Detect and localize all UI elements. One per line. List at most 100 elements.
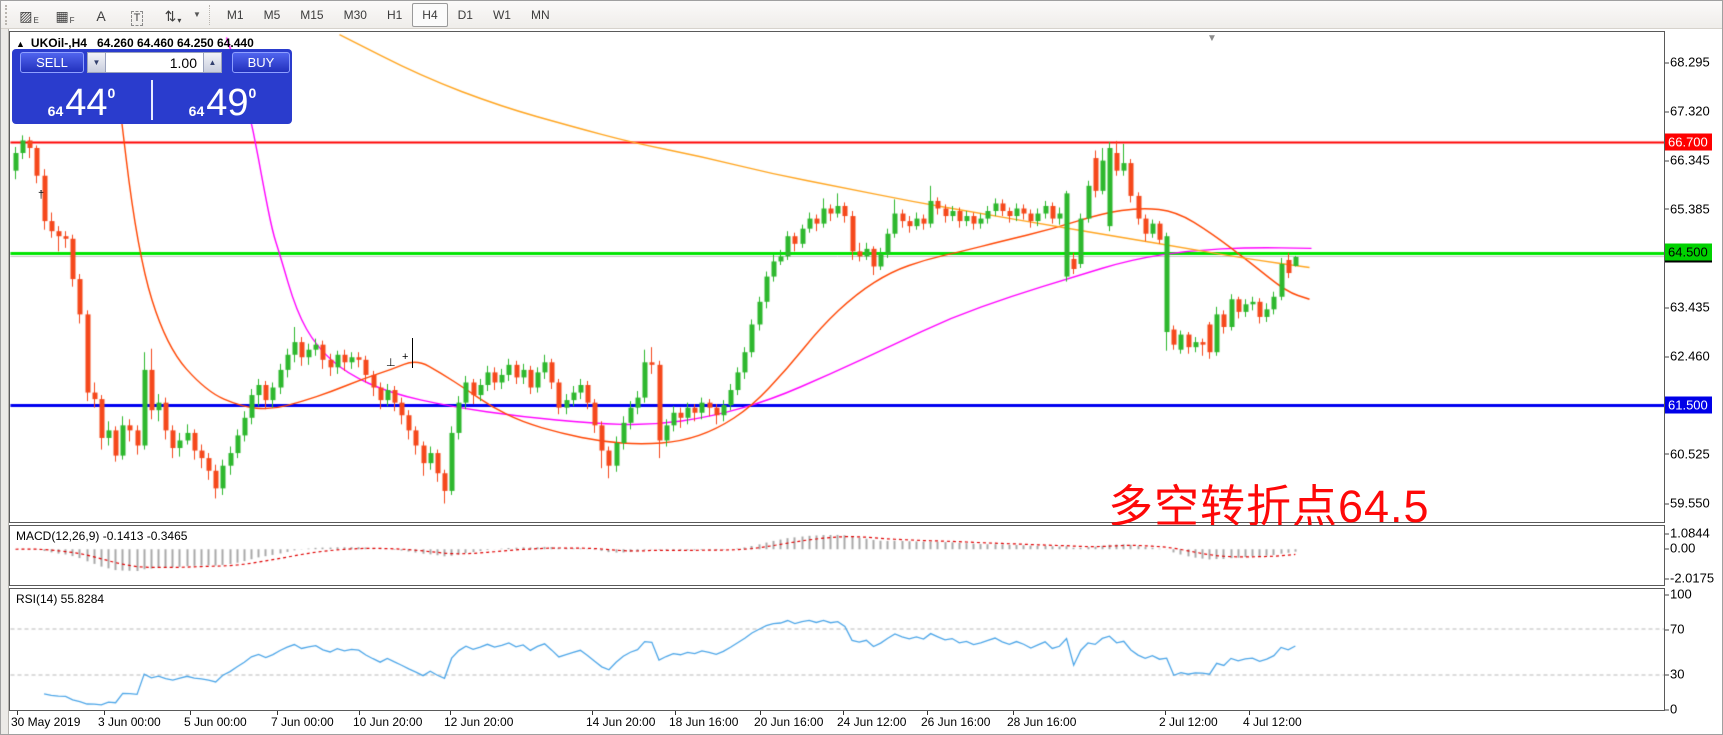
time-tick — [1013, 711, 1014, 715]
volume-field[interactable]: 1.00 — [106, 52, 203, 73]
left-dock-strip — [1, 29, 9, 734]
indicator-tick-label: 100 — [1665, 586, 1692, 602]
chart-object-marker: + — [402, 351, 409, 363]
price-divider — [151, 80, 153, 120]
ohlc-values: 64.260 64.460 64.250 64.440 — [96, 36, 254, 50]
time-tick — [17, 711, 18, 715]
toolbar-grip[interactable] — [5, 4, 11, 25]
price-tick-label: 68.295 — [1665, 54, 1710, 70]
chart-shift-marker[interactable]: ▼ — [1207, 33, 1217, 44]
indicator-tick-label: 30 — [1664, 666, 1685, 682]
time-tick-label: 30 May 2019 — [11, 715, 81, 729]
time-tick — [760, 711, 761, 715]
buy-price-sup: 0 — [248, 85, 257, 101]
time-tick — [359, 711, 360, 715]
chart-object-marker: ⊥ — [386, 357, 396, 369]
macd-pane: MACD(12,26,9) -0.1413 -0.3465 — [9, 525, 1665, 586]
one-click-trading-panel: SELL ▼ 1.00 ▲ BUY 64 44 0 64 49 0 — [12, 49, 292, 124]
time-tick — [843, 711, 844, 715]
text-label-icon[interactable]: A — [96, 7, 106, 24]
price-tick-label: 65.385 — [1665, 201, 1710, 217]
chart-object-marker — [412, 338, 413, 368]
price-level-badge: 64.500 — [1665, 243, 1712, 263]
time-tick-label: 28 Jun 16:00 — [1007, 715, 1077, 729]
time-tick-label: 10 Jun 20:00 — [353, 715, 423, 729]
price-tick-label: 67.320 — [1665, 103, 1710, 119]
time-tick-label: 5 Jun 00:00 — [184, 715, 247, 729]
trend-annotation-text: 多空转折点64.5 — [1108, 481, 1430, 532]
price-tick-label: 59.550 — [1665, 495, 1710, 511]
timeframe-m30[interactable]: M30 — [343, 7, 367, 22]
symbol-name: UKOil-,H4 — [30, 36, 87, 50]
time-tick — [1165, 711, 1166, 715]
indicator-tick-label: 1.0844 — [1665, 525, 1710, 541]
sell-price-small: 64 — [47, 103, 64, 119]
macd-canvas[interactable] — [10, 526, 1664, 585]
top-toolbar: ▨ E ▦ F A T ⇅ ▾ ▼ M1 M5 M15 M30 H1 H4 D1 W1 MN — [1, 1, 1722, 29]
text-box-icon[interactable]: T — [120, 3, 154, 27]
timeframe-m5[interactable]: M5 — [263, 7, 281, 22]
one-click-top-row: SELL ▼ 1.00 ▲ BUY — [12, 49, 292, 76]
rsi-pane: RSI(14) 55.8284 — [9, 588, 1665, 711]
cycle-lines-icon[interactable]: ⇅ ▾ — [164, 7, 182, 25]
time-tick — [190, 711, 191, 715]
toolbar-separator — [208, 4, 211, 25]
price-tick-label: 66.345 — [1665, 152, 1710, 168]
timeframe-m1[interactable]: M1 — [226, 7, 244, 22]
indicator-tick-label: 0.00 — [1664, 540, 1696, 556]
buy-price-small: 64 — [188, 103, 205, 119]
time-tick — [277, 711, 278, 715]
time-tick — [927, 711, 928, 715]
timeframe-h1[interactable]: H1 — [386, 7, 403, 22]
time-tick — [104, 711, 105, 715]
timeframe-h4[interactable]: H4 — [412, 2, 448, 27]
time-tick-label: 2 Jul 12:00 — [1159, 715, 1218, 729]
macd-label: MACD(12,26,9) -0.1413 -0.3465 — [16, 529, 188, 543]
price-tick-label: 62.460 — [1665, 348, 1710, 364]
price-axis[interactable]: 68.295 67.320 66.345 65.385 63.435 62.460 60.5… — [1664, 31, 1722, 717]
time-tick-label: 26 Jun 16:00 — [921, 715, 991, 729]
time-tick-label: 3 Jun 00:00 — [98, 715, 161, 729]
timeframe-d1[interactable]: D1 — [457, 7, 473, 22]
chevron-down-icon[interactable]: ▼ — [193, 10, 201, 19]
time-tick — [450, 711, 451, 715]
time-tick-label: 12 Jun 20:00 — [444, 715, 514, 729]
timeframe-w1[interactable]: W1 — [492, 7, 511, 22]
indicators-icon[interactable]: ▨ E — [19, 7, 39, 25]
price-chart-pane: ▲ UKOil-,H4 64.260 64.460 64.250 64.440 ▼ … — [9, 31, 1665, 532]
volume-increase-button[interactable]: ▲ — [203, 52, 222, 73]
indicator-tick-label: -2.0175 — [1664, 570, 1715, 586]
buy-button[interactable]: BUY — [232, 52, 290, 73]
sell-button[interactable]: SELL — [20, 52, 84, 73]
time-tick — [1249, 711, 1250, 715]
price-level-badge: 61.500 — [1665, 396, 1712, 414]
time-tick — [675, 711, 676, 715]
price-tick-label: 63.435 — [1665, 299, 1710, 315]
time-tick-label: 24 Jun 12:00 — [837, 715, 907, 729]
time-tick-label: 14 Jun 20:00 — [586, 715, 656, 729]
sell-price-big: 44 — [65, 82, 108, 124]
time-axis[interactable]: 30 May 2019 3 Jun 00:00 5 Jun 00:00 7 Jun 0… — [9, 711, 1665, 734]
time-tick-label: 4 Jul 12:00 — [1243, 715, 1302, 729]
volume-decrease-button[interactable]: ▼ — [87, 52, 106, 73]
chart-object-marker: † — [38, 189, 45, 201]
timeframe-group: M1 M5 M15 M30 H1 H4 D1 W1 MN — [217, 2, 560, 27]
tool-button-group: ▨ E ▦ F A T ⇅ ▾ — [11, 3, 191, 27]
buy-price-big: 49 — [206, 82, 249, 124]
one-click-price-row: 64 44 0 64 49 0 — [12, 76, 292, 124]
sell-price-sup: 0 — [107, 85, 116, 101]
indicator-tick-label: 0 — [1664, 701, 1678, 717]
sell-price[interactable]: 64 44 0 — [12, 76, 151, 124]
indicator-tick-label: 70 — [1664, 621, 1685, 637]
timeframe-mn[interactable]: MN — [530, 7, 550, 22]
rsi-canvas[interactable] — [10, 589, 1664, 710]
time-tick-label: 20 Jun 16:00 — [754, 715, 824, 729]
volume-stepper: ▼ 1.00 ▲ — [87, 52, 222, 73]
time-tick — [592, 711, 593, 715]
symbol-collapse-icon[interactable]: ▲ — [16, 39, 25, 49]
timeframe-m15[interactable]: M15 — [300, 7, 324, 22]
grid-icon[interactable]: ▦ F — [55, 7, 75, 25]
time-tick-label: 7 Jun 00:00 — [271, 715, 334, 729]
buy-price[interactable]: 64 49 0 — [153, 76, 292, 124]
